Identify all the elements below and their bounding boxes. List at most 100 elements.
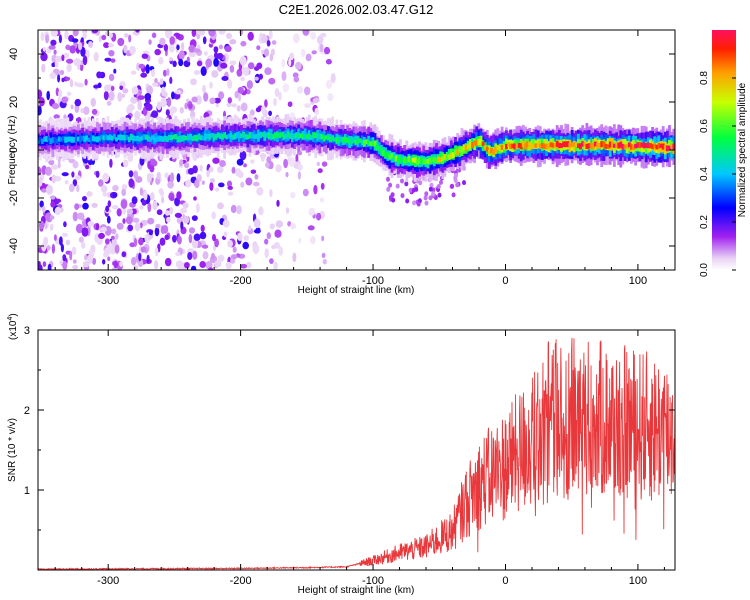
spectrogram-noise-cell: [247, 62, 255, 70]
spectrogram-signal-cell: [291, 134, 294, 140]
spectrogram-signal-cell: [365, 139, 368, 145]
spectrogram-noise-cell: [181, 42, 185, 51]
spectrogram-signal-cell: [163, 135, 167, 141]
spectrogram-noise-cell: [50, 201, 56, 208]
spectrogram-signal-cell: [305, 134, 309, 140]
spectrogram-signal-cell: [60, 137, 63, 142]
spectrogram-noise-cell: [105, 205, 110, 213]
spectrogram-noise-cell: [211, 252, 215, 260]
spectrogram-noise-cell: [65, 239, 71, 246]
spectrogram-noise-cell: [271, 244, 276, 250]
spectrogram-signal-cell: [549, 142, 553, 148]
spectrogram-signal-cell: [246, 134, 250, 140]
spectrogram-noise-cell: [174, 212, 182, 218]
spectrogram-signal-cell: [657, 143, 661, 149]
spectrogram-signal-cell: [416, 159, 419, 165]
spectrogram-noise-cell: [196, 60, 203, 67]
spectrogram-noise-cell: [45, 34, 50, 44]
spectrogram-noise-cell: [182, 202, 189, 209]
snr-y-multiplier-base: (x10: [8, 320, 19, 340]
spectrogram-noise-cell: [57, 161, 61, 169]
spectrogram-noise-cell: [229, 65, 235, 73]
spectrogram-signal-cell: [206, 133, 209, 139]
spectrogram-noise-cell: [265, 162, 270, 168]
spectrogram-noise-cell: [187, 252, 193, 260]
spectrogram-x-tick-label: -200: [230, 275, 252, 287]
spectrogram-noise-cell: [41, 205, 46, 213]
spectrogram-signal-cell: [146, 135, 150, 142]
spectrogram-signal-cell: [405, 158, 409, 163]
spectrogram-signal-cell: [343, 137, 347, 142]
spectrogram-noise-cell: [63, 52, 70, 59]
spectrogram-noise-cell: [275, 220, 283, 228]
spectrogram-noise-cell: [107, 256, 111, 262]
spectrogram-signal-cell: [424, 159, 428, 164]
spectrogram-noise-cell: [148, 230, 153, 236]
spectrogram-noise-cell: [154, 48, 161, 56]
spectrogram-noise-cell: [158, 56, 164, 65]
spectrogram-noise-cell: [200, 66, 207, 77]
spectrogram-signal-cell: [231, 134, 235, 140]
spectrogram-signal-cell: [377, 146, 381, 152]
spectrogram-noise-cell: [159, 78, 164, 85]
spectrogram-noise-cell: [41, 242, 47, 252]
spectrogram-signal-cell: [221, 133, 224, 140]
spectrogram-signal-cell: [462, 144, 466, 150]
spectrogram-signal-cell: [40, 138, 44, 145]
spectrogram-noise-cell: [131, 196, 138, 205]
spectrogram-noise-cell: [211, 70, 219, 78]
spectrogram-signal-cell: [96, 136, 99, 143]
spectrogram-signal-cell: [606, 138, 610, 151]
spectrogram-noise-cell: [311, 50, 317, 55]
spectrogram-signal-cell: [187, 134, 190, 141]
spectrogram-noise-cell: [146, 254, 150, 264]
spectrogram-noise-cell: [73, 58, 82, 67]
spectrogram-signal-cell: [498, 146, 502, 151]
spectrogram-noise-cell: [431, 191, 436, 197]
spectrogram-signal-cell: [227, 133, 231, 139]
spectrogram-signal-cell: [600, 141, 604, 148]
spectrogram-noise-cell: [97, 82, 102, 89]
colorbar-label: Normalized spectral amplitude: [737, 82, 748, 217]
spectrogram-signal-cell: [388, 154, 392, 160]
spectrogram-noise-cell: [134, 222, 141, 232]
spectrogram-noise-cell: [219, 160, 226, 167]
spectrogram-noise-cell: [227, 97, 232, 104]
spectrogram-noise-cell: [169, 206, 174, 215]
spectrogram-signal-cell: [233, 133, 237, 140]
spectrogram-x-tick-label: 0: [502, 275, 508, 287]
spectrogram-signal-cell: [634, 143, 637, 149]
spectrogram-noise-cell: [216, 52, 224, 60]
spectrogram-signal-cell: [320, 134, 324, 140]
spectrogram-noise-cell: [143, 190, 148, 201]
spectrogram-signal-cell: [530, 143, 534, 150]
spectrogram-noise-cell: [130, 96, 138, 104]
spectrogram-signal-cell: [428, 157, 432, 164]
spectrogram-noise-cell: [133, 170, 138, 179]
spectrogram-noise-cell: [69, 45, 76, 54]
spectrogram-noise-cell: [149, 165, 155, 173]
spectrogram-noise-cell: [51, 174, 57, 184]
spectrogram-noise-cell: [74, 175, 81, 181]
spectrogram-noise-cell: [160, 97, 167, 108]
spectrogram-noise-cell: [236, 158, 244, 166]
spectrogram-noise-cell: [218, 30, 226, 35]
spectrogram-signal-cell: [475, 140, 479, 146]
spectrogram-signal-cell: [437, 156, 440, 163]
colorbar-tick-label: 0.6: [699, 119, 710, 133]
spectrogram-noise-cell: [222, 219, 230, 228]
spectrogram-signal-cell: [551, 142, 555, 148]
spectrogram-signal-cell: [449, 153, 453, 159]
spectrogram-signal-cell: [653, 143, 657, 148]
spectrogram-noise-cell: [242, 241, 249, 250]
spectrogram-signal-cell: [327, 134, 330, 141]
spectrogram-noise-cell: [239, 56, 247, 66]
spectrogram-signal-cell: [488, 149, 491, 154]
spectrogram-noise-cell: [312, 98, 320, 103]
spectrogram-signal-cell: [447, 154, 451, 160]
spectrogram-x-tick-label: -300: [97, 275, 119, 287]
spectrogram-noise-cell: [159, 37, 166, 46]
spectrogram-signal-cell: [356, 137, 360, 144]
spectrogram-noise-cell: [254, 76, 259, 81]
spectrogram-signal-cell: [335, 137, 339, 144]
